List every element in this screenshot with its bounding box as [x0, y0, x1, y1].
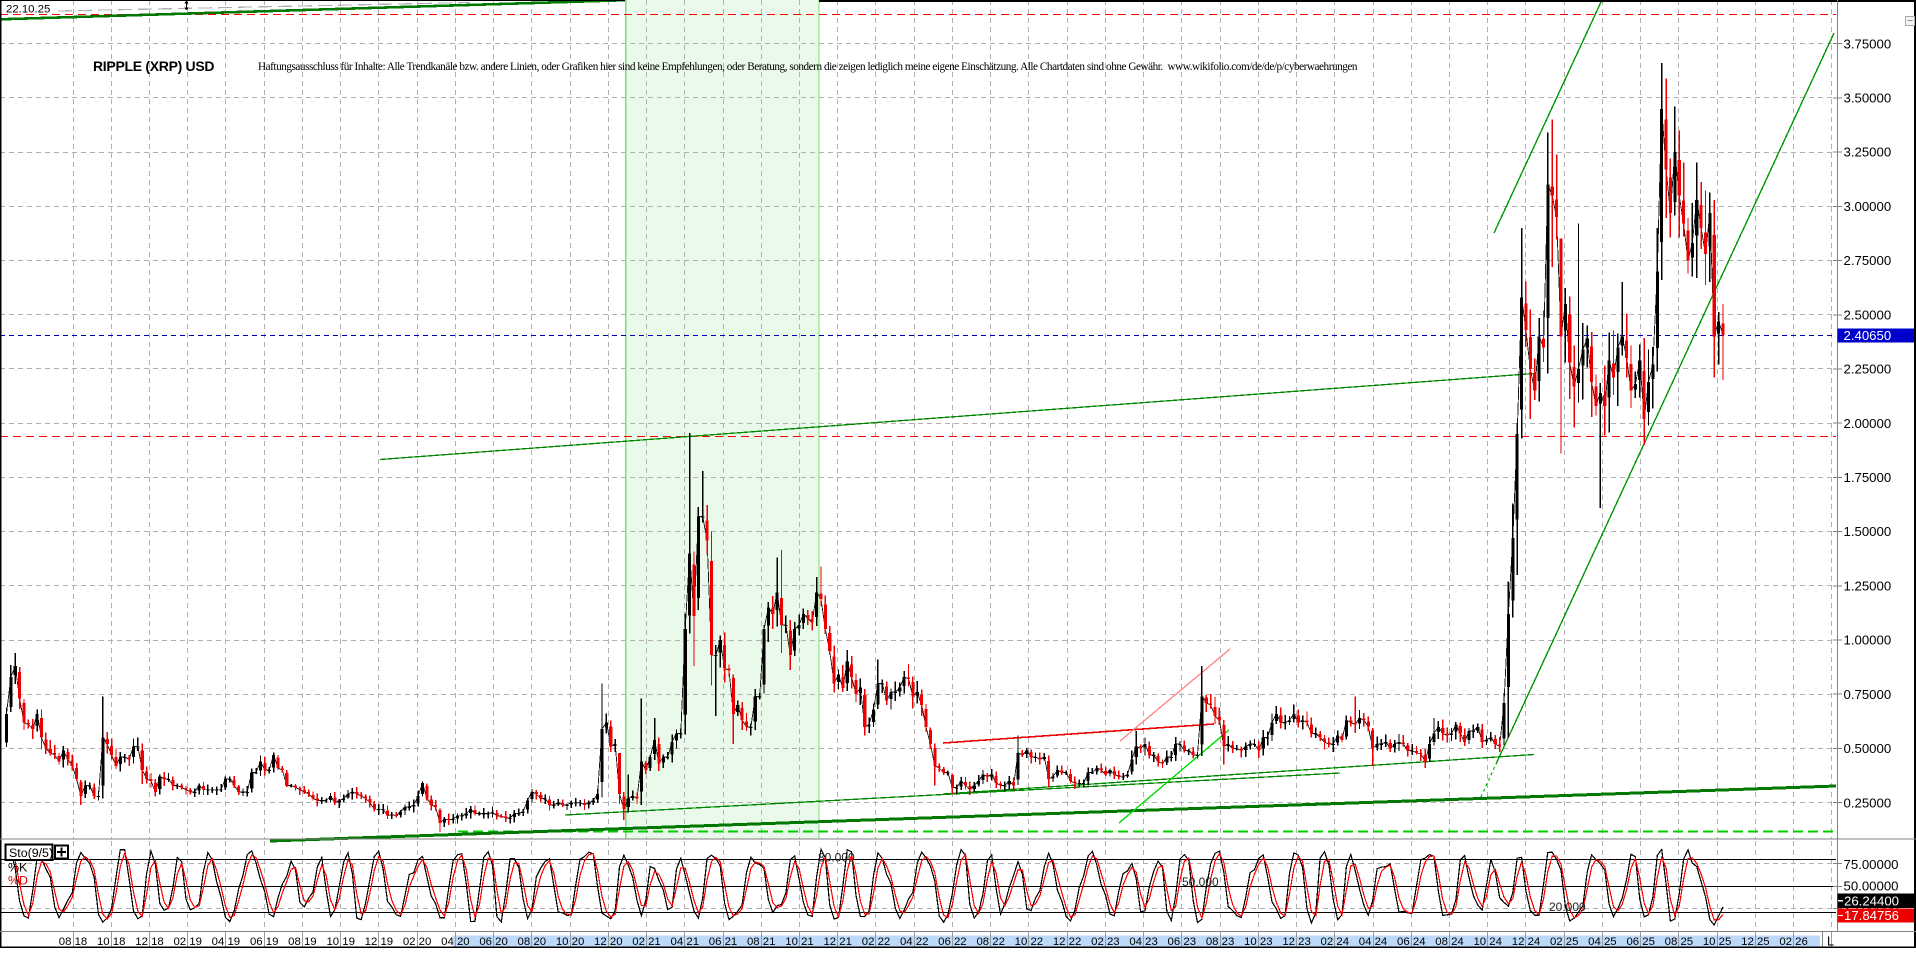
svg-text:10 25: 10 25: [1703, 936, 1732, 948]
svg-text:50.00000: 50.00000: [1844, 878, 1899, 893]
svg-text:08 22: 08 22: [976, 936, 1005, 948]
svg-text:02 23: 02 23: [1091, 936, 1120, 948]
svg-text:08 21: 08 21: [747, 936, 776, 948]
svg-text:RIPPLE (XRP) USD: RIPPLE (XRP) USD: [93, 58, 214, 74]
svg-text:02 22: 02 22: [862, 936, 891, 948]
svg-text:2.40650: 2.40650: [1844, 328, 1892, 343]
svg-text:50.000: 50.000: [1182, 875, 1219, 889]
svg-text:L: L: [1827, 935, 1834, 949]
svg-text:20.000: 20.000: [1549, 900, 1586, 914]
svg-text:12 18: 12 18: [135, 936, 164, 948]
svg-text:06 19: 06 19: [250, 936, 279, 948]
svg-text:3.75000: 3.75000: [1844, 36, 1892, 51]
svg-text:06 25: 06 25: [1626, 936, 1655, 948]
svg-text:1.50000: 1.50000: [1844, 524, 1892, 539]
svg-text:17.84756: 17.84756: [1844, 908, 1899, 923]
svg-text:10 24: 10 24: [1473, 936, 1502, 948]
svg-text:04 22: 04 22: [900, 936, 929, 948]
svg-text:Sto(9/5): Sto(9/5): [9, 846, 53, 860]
svg-text:12 24: 12 24: [1512, 936, 1541, 948]
svg-text:26.24400: 26.24400: [1844, 893, 1899, 908]
svg-text:06 20: 06 20: [479, 936, 508, 948]
svg-text:08 23: 08 23: [1206, 936, 1235, 948]
svg-text:80.000: 80.000: [818, 851, 855, 865]
svg-text:2.00000: 2.00000: [1844, 416, 1892, 431]
svg-text:04 20: 04 20: [441, 936, 470, 948]
svg-text:75.00000: 75.00000: [1844, 857, 1899, 872]
svg-text:Haftungsausschluss für Inhalte: Haftungsausschluss für Inhalte: Alle Tre…: [258, 61, 1358, 73]
svg-text:12 19: 12 19: [365, 936, 394, 948]
svg-text:1.00000: 1.00000: [1844, 633, 1892, 648]
svg-text:04 21: 04 21: [671, 936, 700, 948]
svg-text:02 24: 02 24: [1321, 936, 1350, 948]
svg-text:2.50000: 2.50000: [1844, 307, 1892, 322]
svg-text:12 20: 12 20: [594, 936, 623, 948]
svg-text:2.25000: 2.25000: [1844, 362, 1892, 377]
svg-text:%K: %K: [8, 861, 28, 875]
svg-text:04 25: 04 25: [1588, 936, 1617, 948]
svg-text:1.75000: 1.75000: [1844, 470, 1892, 485]
svg-text:08 18: 08 18: [59, 936, 88, 948]
svg-text:06 21: 06 21: [709, 936, 738, 948]
svg-text:1.25000: 1.25000: [1844, 578, 1892, 593]
svg-text:3.00000: 3.00000: [1844, 199, 1892, 214]
svg-text:08 19: 08 19: [288, 936, 317, 948]
svg-text:10 22: 10 22: [1015, 936, 1044, 948]
svg-text:0.25000: 0.25000: [1844, 795, 1892, 810]
svg-text:02 20: 02 20: [403, 936, 432, 948]
svg-text:08 25: 08 25: [1665, 936, 1694, 948]
svg-text:3.50000: 3.50000: [1844, 91, 1892, 106]
svg-text:10 23: 10 23: [1244, 936, 1273, 948]
svg-text:02 26: 02 26: [1779, 936, 1808, 948]
svg-text:08 20: 08 20: [518, 936, 547, 948]
svg-text:04 23: 04 23: [1129, 936, 1158, 948]
svg-text:2.75000: 2.75000: [1844, 253, 1892, 268]
svg-text:%D: %D: [8, 874, 28, 888]
svg-text:12 23: 12 23: [1282, 936, 1311, 948]
svg-text:12 21: 12 21: [823, 936, 852, 948]
svg-text:02 19: 02 19: [173, 936, 202, 948]
svg-text:10 18: 10 18: [97, 936, 126, 948]
svg-text:10 21: 10 21: [785, 936, 814, 948]
svg-text:06 24: 06 24: [1397, 936, 1426, 948]
svg-text:04 24: 04 24: [1359, 936, 1388, 948]
svg-text:22.10.25: 22.10.25: [6, 4, 50, 16]
svg-text:0.75000: 0.75000: [1844, 687, 1892, 702]
svg-text:04 19: 04 19: [212, 936, 241, 948]
svg-text:0.50000: 0.50000: [1844, 741, 1892, 756]
svg-text:02 25: 02 25: [1550, 936, 1579, 948]
svg-text:12 25: 12 25: [1741, 936, 1770, 948]
svg-text:08 24: 08 24: [1435, 936, 1464, 948]
svg-text:02 21: 02 21: [632, 936, 661, 948]
svg-text:12 22: 12 22: [1053, 936, 1082, 948]
svg-text:06 23: 06 23: [1168, 936, 1197, 948]
svg-text:3.25000: 3.25000: [1844, 145, 1892, 160]
svg-text:10 19: 10 19: [326, 936, 355, 948]
svg-text:10 20: 10 20: [556, 936, 585, 948]
svg-text:06 22: 06 22: [938, 936, 967, 948]
